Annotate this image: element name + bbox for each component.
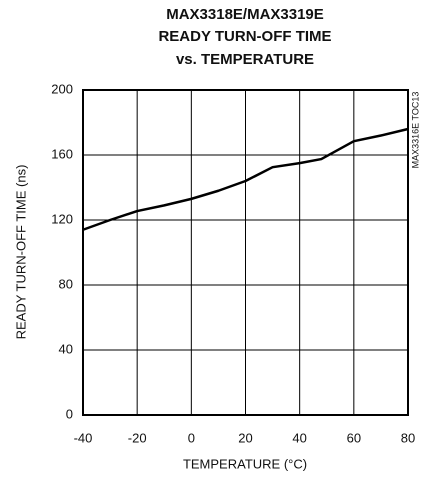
y-tick-label: 160 (51, 146, 73, 161)
y-tick-label: 80 (59, 276, 73, 291)
chart-title: READY TURN-OFF TIME (158, 28, 331, 45)
x-tick-label: 60 (347, 430, 361, 445)
x-tick-label: -40 (74, 430, 93, 445)
y-tick-label: 200 (51, 81, 73, 96)
data-line (82, 127, 409, 231)
x-axis-label: TEMPERATURE (°C) (183, 456, 307, 471)
x-tick-label: 0 (188, 430, 195, 445)
x-tick-label: -20 (128, 430, 147, 445)
chart-title: vs. TEMPERATURE (176, 51, 314, 68)
y-tick-label: 0 (66, 406, 73, 421)
y-tick-label: 40 (59, 341, 73, 356)
y-tick-label: 120 (51, 211, 73, 226)
x-tick-label: 40 (292, 430, 306, 445)
y-axis-label: READY TURN-OFF TIME (ns) (13, 165, 28, 340)
chart-title: MAX3318E/MAX3319E (166, 6, 324, 23)
x-tick-label: 20 (238, 430, 252, 445)
x-tick-label: 80 (401, 430, 415, 445)
annotation: MAX3316E TOC13 (410, 92, 420, 169)
plot-frame (82, 89, 409, 416)
